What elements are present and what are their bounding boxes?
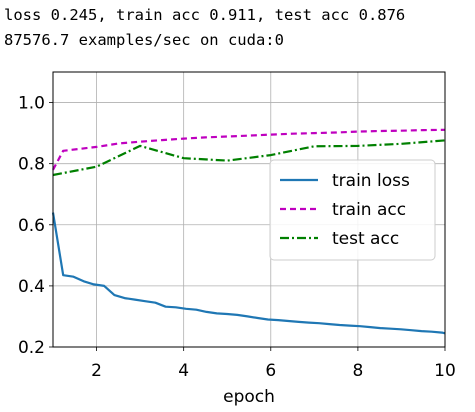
log-line-metrics: loss 0.245, train acc 0.911, test acc 0.…: [4, 6, 406, 24]
y-tick-label: 0.2: [18, 338, 45, 358]
x-tick-label: 10: [434, 361, 456, 381]
x-tick-label: 4: [178, 361, 189, 381]
legend-label: test acc: [332, 229, 399, 249]
series-line-train-loss: [51, 212, 446, 335]
legend-label: train loss: [332, 171, 410, 191]
y-tick-label: 1.0: [18, 94, 45, 114]
series-line-test-acc: [52, 139, 446, 177]
series-layer: [51, 128, 446, 335]
plot-frame: [52, 71, 446, 348]
y-tick-label: 0.6: [18, 216, 45, 236]
x-axis-label: epoch: [223, 387, 275, 407]
y-tick-label: 0.4: [18, 277, 45, 297]
legend-label: train acc: [332, 200, 406, 220]
x-tick-label: 2: [91, 361, 102, 381]
legend: train loss train acc test acc: [269, 159, 436, 261]
legend-box: [269, 159, 436, 261]
x-tick-label: 8: [352, 361, 363, 381]
log-line-throughput: 87576.7 examples/sec on cuda:0: [4, 31, 284, 49]
x-tick-label: 6: [265, 361, 276, 381]
tick-layer: 2 4 6 8 10 0.2 0.4 0.6 0.8 1.0: [18, 94, 456, 381]
y-tick-label: 0.8: [18, 155, 45, 175]
